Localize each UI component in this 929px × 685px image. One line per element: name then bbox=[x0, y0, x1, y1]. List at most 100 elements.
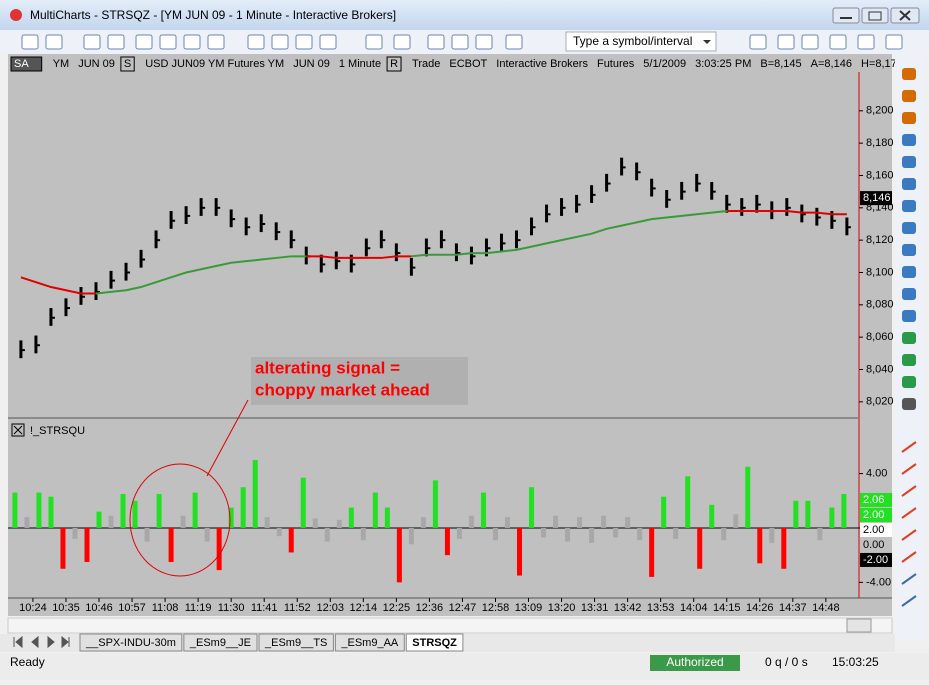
toolbar-button[interactable] bbox=[271, 34, 289, 50]
toolbar-button[interactable] bbox=[45, 34, 63, 50]
moving-average bbox=[95, 210, 727, 295]
side-button[interactable] bbox=[902, 332, 916, 344]
toolbar-button[interactable] bbox=[295, 34, 313, 50]
toolbar-button[interactable] bbox=[83, 34, 101, 50]
draw-tool[interactable] bbox=[901, 595, 917, 607]
tab[interactable] bbox=[258, 633, 334, 652]
toolbar-button[interactable] bbox=[885, 34, 903, 50]
histogram-bar bbox=[745, 466, 751, 528]
toolbar-button[interactable] bbox=[319, 34, 337, 50]
symbol-box[interactable] bbox=[565, 31, 717, 52]
x-tick-label: 14:48 bbox=[812, 602, 840, 614]
histogram-bar bbox=[817, 527, 823, 541]
y-tick-label: 8,120 bbox=[866, 234, 894, 246]
histogram-bar bbox=[805, 500, 811, 528]
histogram-bar bbox=[517, 527, 523, 576]
draw-tool[interactable] bbox=[901, 573, 917, 585]
side-button[interactable] bbox=[902, 288, 916, 300]
status-item: SA bbox=[14, 58, 29, 70]
toolbar-button[interactable] bbox=[777, 34, 795, 50]
side-button[interactable] bbox=[902, 310, 916, 322]
histogram-bar bbox=[144, 527, 150, 542]
side-button[interactable] bbox=[902, 68, 916, 80]
toolbar-button[interactable] bbox=[475, 34, 493, 50]
histogram-bar bbox=[829, 507, 835, 528]
toolbar-button[interactable] bbox=[857, 34, 875, 50]
side-button[interactable] bbox=[902, 134, 916, 146]
histogram-bar bbox=[697, 527, 703, 569]
toolbar-button[interactable] bbox=[749, 34, 767, 50]
side-button[interactable] bbox=[902, 200, 916, 212]
draw-tool[interactable] bbox=[901, 529, 917, 541]
side-button[interactable] bbox=[902, 90, 916, 102]
histogram-bar bbox=[216, 527, 222, 571]
toolbar-button[interactable] bbox=[159, 34, 177, 50]
draw-tool[interactable] bbox=[901, 507, 917, 519]
histogram-bar bbox=[60, 527, 66, 569]
side-button[interactable] bbox=[902, 266, 916, 278]
toolbar-button[interactable] bbox=[183, 34, 201, 50]
toolbar-button[interactable] bbox=[505, 34, 523, 50]
toolbar-button[interactable] bbox=[247, 34, 265, 50]
toolbar-button[interactable] bbox=[107, 34, 125, 50]
side-button[interactable] bbox=[902, 376, 916, 388]
side-button[interactable] bbox=[902, 398, 916, 410]
side-toolbar-buttons[interactable] bbox=[901, 68, 917, 607]
x-tick-label: 10:24 bbox=[19, 602, 47, 614]
toolbar-button[interactable] bbox=[427, 34, 445, 50]
toolbar-button[interactable] bbox=[21, 34, 39, 50]
tab[interactable] bbox=[79, 633, 183, 652]
tab[interactable] bbox=[334, 633, 405, 652]
histogram-bar bbox=[396, 527, 402, 583]
annotation-line: alterating signal = bbox=[255, 358, 400, 377]
tab[interactable] bbox=[405, 633, 464, 652]
histogram-bar bbox=[288, 527, 294, 553]
side-button[interactable] bbox=[902, 222, 916, 234]
histogram-bar bbox=[649, 527, 655, 577]
status-item: H=8,170 bbox=[861, 58, 903, 70]
y-tick-label: 8,020 bbox=[866, 396, 894, 408]
toolbar-button[interactable] bbox=[451, 34, 469, 50]
side-button[interactable] bbox=[902, 244, 916, 256]
toolbar-button[interactable] bbox=[135, 34, 153, 50]
histogram-bar bbox=[408, 527, 414, 545]
scrollbar[interactable] bbox=[7, 617, 893, 634]
side-button[interactable] bbox=[902, 156, 916, 168]
window-buttons[interactable] bbox=[832, 7, 920, 24]
histogram-bar bbox=[168, 527, 174, 562]
toolbar-button[interactable] bbox=[829, 34, 847, 50]
toolbar-button[interactable] bbox=[801, 34, 819, 50]
tab[interactable] bbox=[183, 633, 258, 652]
toolbar-button[interactable] bbox=[365, 34, 383, 50]
draw-tool[interactable] bbox=[901, 441, 917, 453]
draw-tool[interactable] bbox=[901, 463, 917, 475]
side-button[interactable] bbox=[902, 112, 916, 124]
scroll-thumb[interactable] bbox=[846, 618, 872, 633]
side-button[interactable] bbox=[902, 178, 916, 190]
close-indicator[interactable] bbox=[11, 423, 25, 437]
value-tag bbox=[860, 522, 892, 537]
draw-tool[interactable] bbox=[901, 485, 917, 497]
draw-tool[interactable] bbox=[901, 551, 917, 563]
auth-box bbox=[650, 655, 740, 671]
tab-nav[interactable] bbox=[13, 635, 70, 649]
x-tick-label: 13:42 bbox=[614, 602, 642, 614]
histogram-bar bbox=[252, 459, 258, 528]
toolbar-button[interactable] bbox=[393, 34, 411, 50]
status-text: Ready bbox=[10, 655, 45, 669]
histogram-bar bbox=[72, 527, 78, 539]
x-tick-label: 11:30 bbox=[218, 602, 245, 614]
histogram-bar bbox=[420, 517, 426, 528]
x-tick-label: 10:35 bbox=[52, 602, 80, 614]
x-tick-label: 12:14 bbox=[350, 602, 378, 614]
toolbar-button[interactable] bbox=[207, 34, 225, 50]
status-bar bbox=[0, 653, 929, 680]
value-tag-label: 2.00 bbox=[863, 524, 884, 536]
x-tick-label: 11:19 bbox=[185, 602, 212, 614]
side-button[interactable] bbox=[902, 354, 916, 366]
value-tag-label: 2.00 bbox=[863, 509, 884, 521]
x-tick-label: 13:31 bbox=[581, 602, 609, 614]
status-item: S bbox=[124, 58, 131, 70]
toolbar-buttons[interactable] bbox=[21, 34, 903, 50]
close-icon bbox=[13, 425, 23, 435]
